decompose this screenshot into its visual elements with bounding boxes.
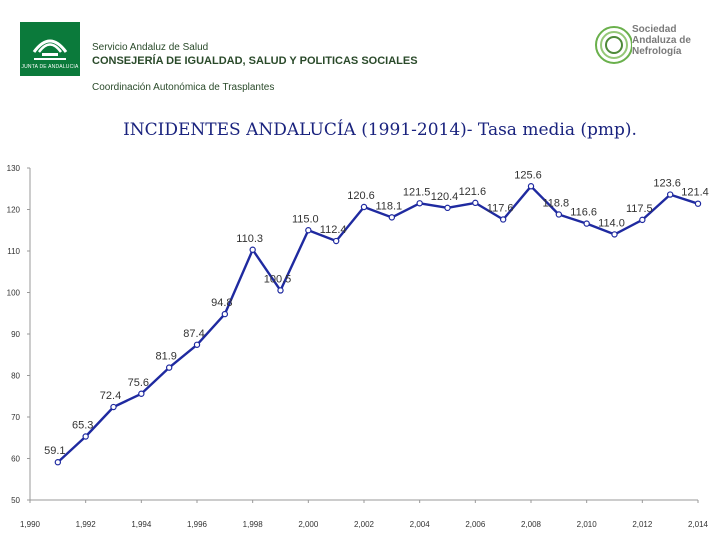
data-label: 121.5	[403, 186, 431, 198]
data-point	[165, 364, 173, 371]
junta-arch-icon	[32, 39, 68, 60]
data-label: 116.6	[570, 207, 597, 219]
data-point	[138, 390, 145, 397]
data-point	[444, 204, 451, 212]
data-point	[305, 227, 312, 234]
junta-andalucia-logo: JUNTA DE ANDALUCIA	[20, 22, 80, 76]
y-tick-label: 130	[7, 164, 21, 173]
data-point	[583, 220, 590, 227]
x-tick-label: 2,002	[354, 520, 375, 529]
data-label: 118.8	[542, 197, 569, 209]
data-label: 110.3	[236, 233, 263, 245]
chart-ticks: 50 60 70 80 90 100 110 120 130 1,990 1,992 1,994 1,9…	[7, 164, 709, 529]
data-point	[611, 231, 618, 238]
x-tick-label: 1,998	[243, 520, 264, 529]
data-label: 115.0	[292, 213, 319, 225]
y-tick-label: 100	[7, 289, 21, 298]
x-tick-label: 2,012	[632, 520, 653, 529]
org-line-3: Coordinación Autonómica de Trasplantes	[92, 82, 275, 93]
data-point	[527, 183, 535, 190]
data-point	[193, 341, 201, 348]
org-line-2: CONSEJERÍA DE IGUALDAD, SALUD Y POLITICA…	[92, 55, 418, 67]
data-point	[54, 459, 62, 466]
x-tick-label: 1,992	[76, 520, 97, 529]
y-tick-label: 110	[7, 247, 20, 256]
data-label: 100.5	[264, 273, 292, 285]
data-point	[555, 211, 563, 218]
data-label: 112.4	[320, 224, 347, 236]
y-tick-label: 70	[11, 413, 20, 422]
data-point	[694, 200, 702, 207]
x-tick-label: 2,014	[688, 520, 709, 529]
data-point	[416, 200, 423, 207]
data-label: 75.6	[128, 377, 149, 389]
data-label: 72.4	[100, 390, 121, 402]
data-point	[666, 191, 674, 198]
sociedad-andaluza-nefrologia-logo: Sociedad Andaluza de Nefrología	[592, 16, 702, 76]
data-label: 59.1	[44, 445, 65, 457]
data-point	[221, 310, 229, 318]
data-point	[639, 216, 646, 224]
data-point	[110, 403, 117, 411]
data-label: 65.3	[72, 420, 93, 432]
data-label: 114.0	[598, 217, 625, 229]
data-label: 125.6	[514, 169, 542, 181]
x-tick-label: 2,004	[410, 520, 431, 529]
logo-right-line-3: Nefrología	[632, 46, 682, 57]
data-label: 117.6	[487, 202, 514, 214]
organization-block: Servicio Andaluz de Salud CONSEJERÍA DE …	[92, 42, 418, 94]
chart-series	[54, 183, 702, 466]
x-tick-label: 2,010	[577, 520, 598, 529]
data-point	[360, 203, 368, 211]
data-label: 118.1	[375, 200, 402, 212]
org-line-1: Servicio Andaluz de Salud	[92, 42, 209, 53]
x-tick-label: 2,008	[521, 520, 542, 529]
data-label: 81.9	[155, 351, 176, 363]
data-point	[332, 237, 340, 245]
data-label: 120.6	[347, 190, 375, 202]
x-tick-label: 1,994	[131, 520, 152, 529]
data-point	[472, 199, 479, 207]
data-point	[388, 214, 396, 221]
x-tick-label: 2,006	[465, 520, 486, 529]
logo-right-line-2: Andaluza de	[632, 35, 691, 46]
kidney-swirl-icon	[595, 26, 633, 64]
header: JUNTA DE ANDALUCIA Servicio Andaluz de S…	[0, 0, 720, 110]
logo-right-line-1: Sociedad	[632, 24, 677, 35]
data-label: 117.5	[626, 203, 653, 215]
chart-title: INCIDENTES ANDALUCÍA (1991-2014)- Tasa m…	[123, 120, 637, 140]
data-labels: 59.1 65.3 72.4 75.6 81.9 87.4 94.8 110.3 100.5 11…	[44, 169, 709, 457]
line-chart: 50 60 70 80 90 100 110 120 130 1,990 1,992 1,994 1,9…	[7, 164, 709, 529]
data-point	[277, 287, 284, 294]
data-label: 121.4	[681, 187, 709, 199]
logo-right-text: Sociedad Andaluza de Nefrología	[632, 24, 691, 57]
y-tick-label: 60	[11, 455, 20, 464]
series-line	[56, 185, 699, 464]
y-tick-label: 80	[11, 372, 20, 381]
data-point	[249, 246, 256, 253]
x-tick-label: 1,990	[20, 520, 41, 529]
data-point	[82, 433, 89, 440]
x-tick-label: 2,000	[298, 520, 319, 529]
data-label: 87.4	[183, 328, 204, 340]
data-label: 94.8	[211, 297, 232, 309]
y-tick-label: 90	[11, 330, 20, 339]
x-tick-label: 1,996	[187, 520, 208, 529]
data-label: 123.6	[653, 178, 681, 190]
y-tick-label: 50	[11, 496, 20, 505]
data-point	[499, 216, 507, 223]
data-label: 120.4	[431, 191, 459, 203]
data-label: 121.6	[459, 186, 487, 198]
y-tick-label: 120	[7, 206, 21, 215]
logo-left-caption: JUNTA DE ANDALUCIA	[21, 64, 79, 70]
